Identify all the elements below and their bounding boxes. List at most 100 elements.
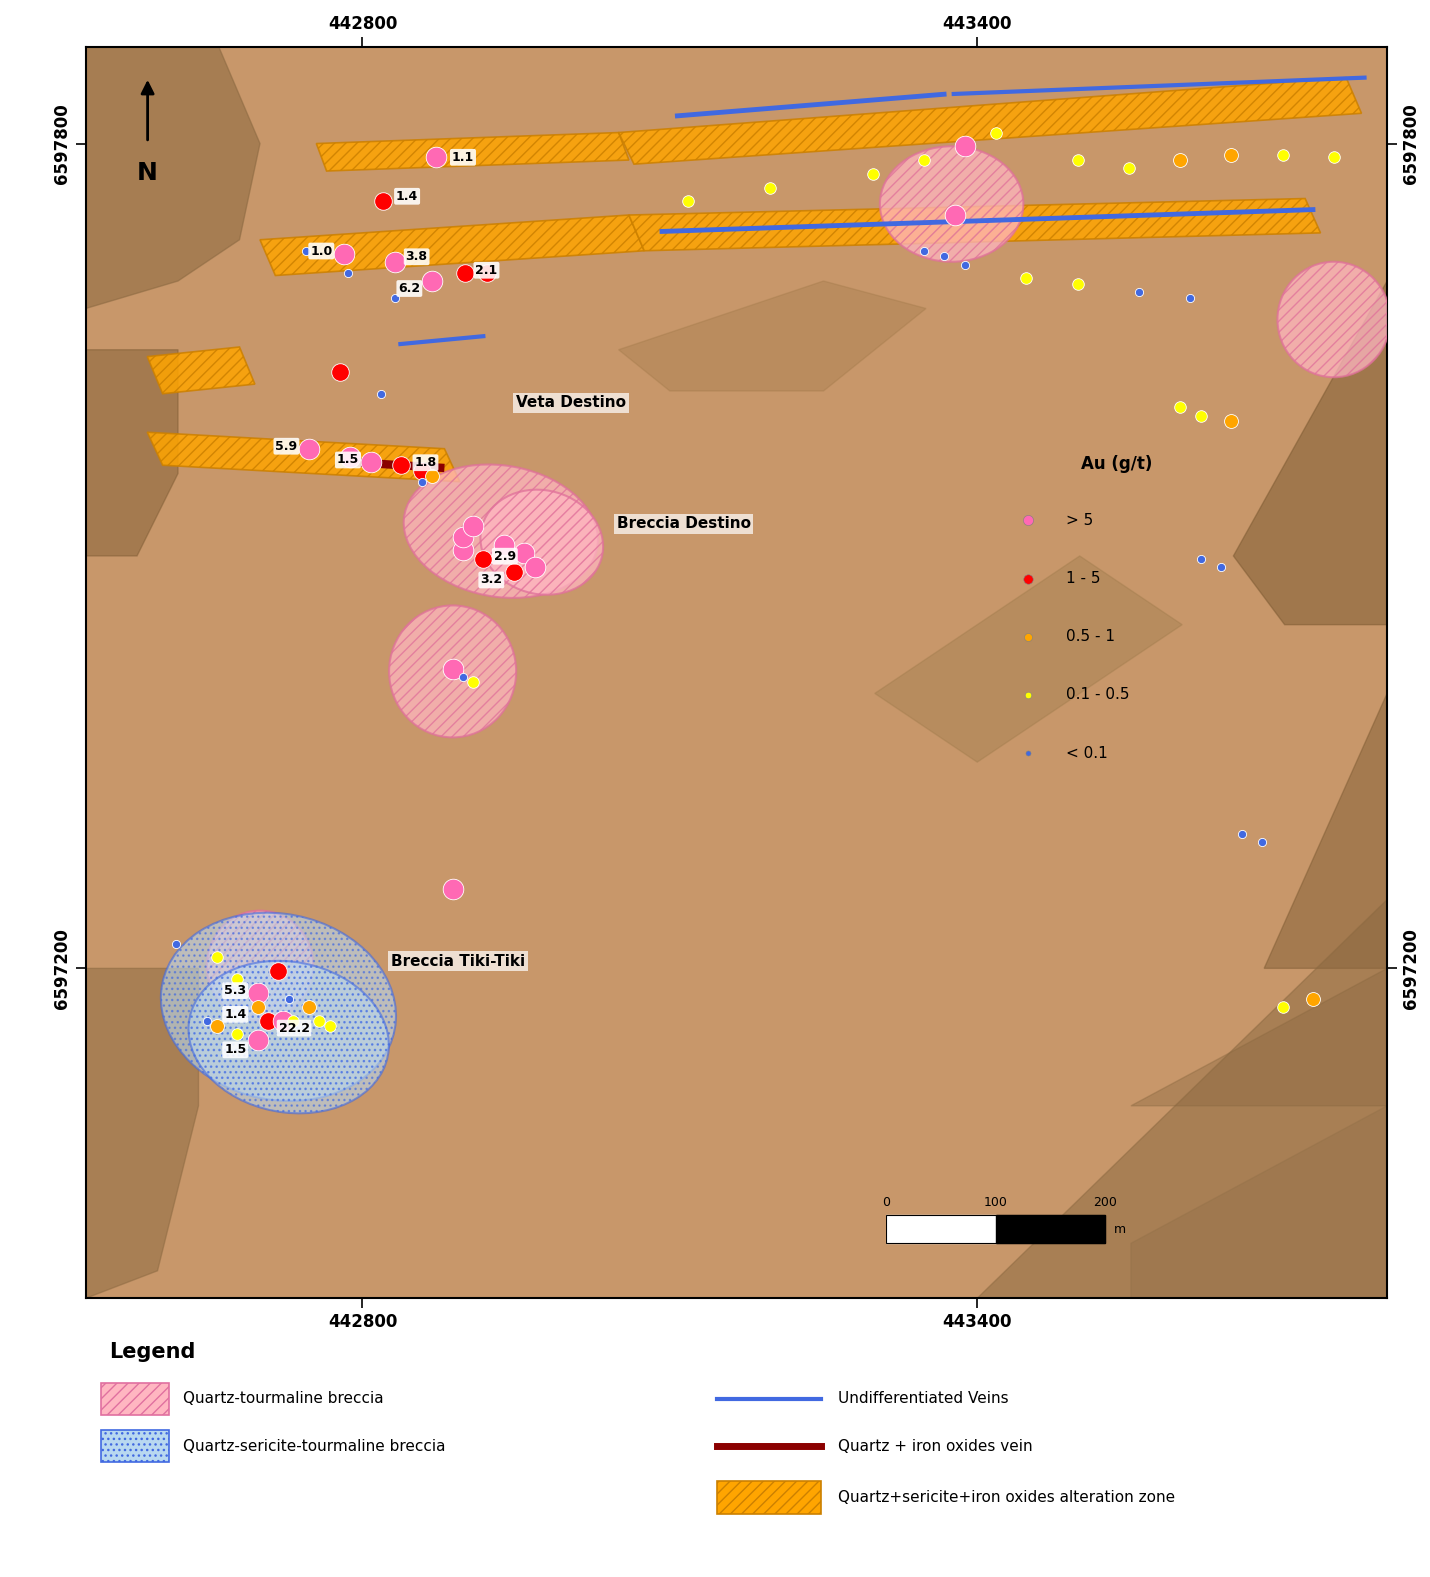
Point [1128, 279, 1151, 304]
Point [523, 555, 546, 580]
Point [912, 147, 935, 172]
Point [390, 453, 413, 478]
Point [513, 541, 536, 566]
Point [336, 260, 359, 285]
Point [295, 238, 317, 263]
Text: 1.5: 1.5 [337, 454, 359, 467]
Point [492, 533, 515, 558]
Ellipse shape [1277, 262, 1390, 377]
Point [1067, 271, 1090, 296]
Point [420, 268, 443, 293]
Text: 1.5: 1.5 [225, 1044, 246, 1057]
Text: 5.9: 5.9 [276, 440, 297, 453]
Text: Legend: Legend [109, 1342, 196, 1363]
Point [1168, 394, 1191, 419]
Point [297, 437, 320, 462]
Polygon shape [147, 432, 460, 481]
Polygon shape [1234, 281, 1387, 624]
Point [420, 464, 443, 489]
Ellipse shape [189, 960, 389, 1113]
Text: Quartz+sericite+iron oxides alteration zone: Quartz+sericite+iron oxides alteration z… [838, 1490, 1175, 1504]
Point [257, 1008, 280, 1033]
Polygon shape [629, 199, 1320, 251]
Point [1015, 265, 1038, 290]
Point [476, 260, 499, 285]
Point [425, 145, 448, 170]
Point [226, 1022, 249, 1047]
Point [1251, 830, 1274, 855]
Point [984, 120, 1007, 145]
Text: 22.2: 22.2 [279, 1022, 310, 1035]
Point [472, 546, 495, 571]
Point [462, 513, 485, 538]
Point [339, 445, 362, 470]
Point [372, 189, 395, 214]
Text: 2.1: 2.1 [475, 263, 498, 276]
Point [369, 382, 392, 407]
Point [1323, 145, 1346, 170]
Point [383, 249, 406, 274]
Point [383, 285, 406, 311]
FancyBboxPatch shape [102, 1430, 169, 1462]
FancyBboxPatch shape [716, 1481, 821, 1514]
Point [1271, 142, 1294, 167]
Point [1168, 147, 1191, 172]
Text: Breccia Destino: Breccia Destino [616, 516, 751, 531]
Point [442, 656, 465, 681]
Polygon shape [86, 968, 199, 1298]
Text: Quartz-tourmaline breccia: Quartz-tourmaline breccia [183, 1391, 385, 1407]
Point [1117, 156, 1140, 181]
Point [1301, 986, 1324, 1011]
Point [452, 524, 475, 549]
Point [319, 1014, 342, 1039]
Point [206, 1014, 229, 1039]
Point [954, 252, 977, 278]
Point [246, 994, 269, 1019]
Polygon shape [977, 899, 1387, 1298]
Text: 1.0: 1.0 [310, 244, 332, 257]
Point [1230, 822, 1253, 847]
Polygon shape [316, 132, 629, 170]
Polygon shape [260, 214, 645, 276]
Point [1271, 994, 1294, 1019]
Polygon shape [147, 347, 255, 394]
Polygon shape [86, 47, 260, 309]
Polygon shape [619, 77, 1361, 164]
Point [282, 1008, 305, 1033]
Point [912, 238, 935, 263]
Ellipse shape [403, 465, 598, 598]
Point [1190, 546, 1213, 571]
Text: Quartz + iron oxides vein: Quartz + iron oxides vein [838, 1438, 1032, 1454]
Point [944, 202, 967, 227]
Point [462, 670, 485, 695]
Point [452, 538, 475, 563]
Point [676, 189, 699, 214]
Point [932, 244, 955, 270]
Point [453, 260, 476, 285]
Point [164, 930, 187, 956]
Point [272, 1008, 295, 1033]
Point [246, 981, 269, 1006]
Text: 3.8: 3.8 [406, 251, 428, 263]
Point [1220, 408, 1243, 434]
Point [410, 468, 433, 494]
Point [759, 175, 782, 200]
Point [246, 1027, 269, 1052]
Ellipse shape [162, 913, 396, 1101]
Text: Quartz-sericite-tourmaline breccia: Quartz-sericite-tourmaline breccia [183, 1438, 446, 1454]
Text: 1.1: 1.1 [452, 151, 475, 164]
Text: 2.9: 2.9 [493, 550, 516, 563]
Text: Veta Destino: Veta Destino [516, 396, 626, 410]
FancyBboxPatch shape [102, 1383, 169, 1415]
Point [333, 241, 356, 267]
Point [861, 161, 884, 186]
Polygon shape [86, 350, 177, 557]
Point [1178, 285, 1201, 311]
Point [226, 967, 249, 992]
Point [442, 875, 465, 900]
Text: 1.4: 1.4 [225, 1008, 246, 1020]
Point [307, 1008, 330, 1033]
Polygon shape [1131, 968, 1387, 1105]
Text: 5.3: 5.3 [225, 984, 246, 997]
Point [452, 664, 475, 689]
